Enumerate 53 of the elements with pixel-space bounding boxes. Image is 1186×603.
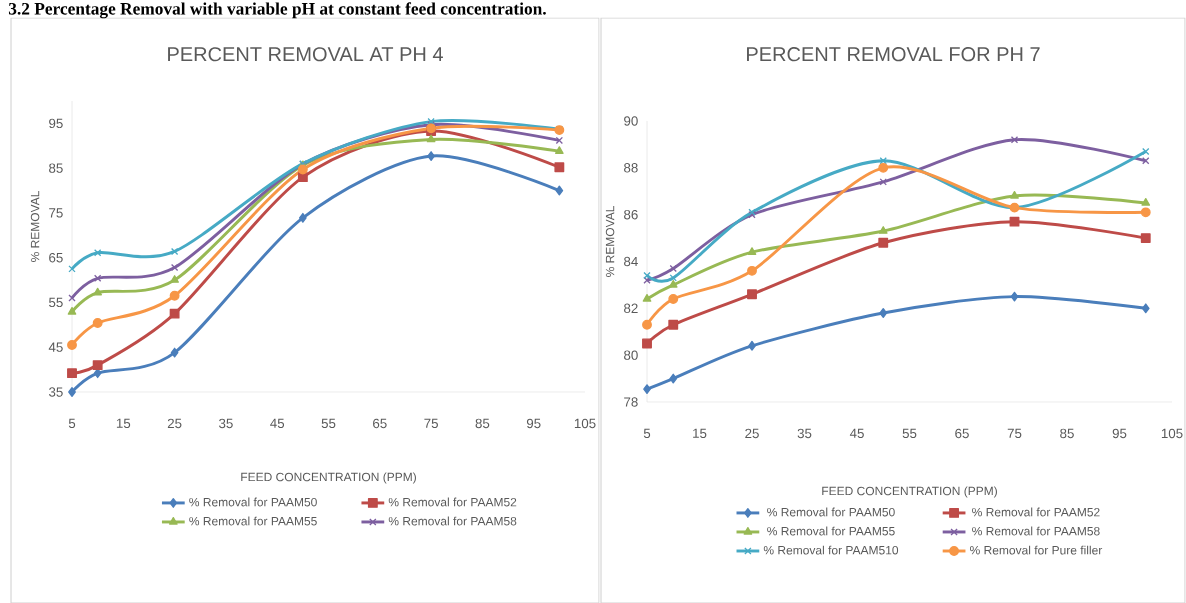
legend-label: % Removal for PAAM52 [388,497,517,507]
y-tick-label: 86 [624,209,638,220]
legend-label: % Removal for PAAM58 [972,526,1100,536]
x-tick-label: 45 [849,428,864,438]
legend-label: % Removal for PAAM50 [189,497,317,507]
x-tick-label: 105 [1161,428,1183,439]
x-tick-label: 65 [373,418,387,429]
x-tick-label: 95 [526,418,541,429]
y-tick-label: 65 [49,252,63,263]
legend-label: % Removal for PAAM50 [767,507,895,517]
y-tick-label: 55 [49,297,63,308]
x-tick-label: 65 [955,428,969,439]
chart-title: PERCENT REMOVAL AT PH 4 [168,47,443,62]
y-tick-label: 75 [49,208,63,218]
x-tick-label: 85 [1060,428,1074,439]
x-tick-label: 5 [643,428,651,438]
x-tick-label: 55 [902,428,917,438]
x-tick-label: 35 [218,418,233,429]
text: 3.2 Percentage Removal with variable pH at constant feed concentration. [8,2,546,19]
y-tick-label: 84 [624,256,638,267]
x-tick-label: 15 [693,428,707,438]
y-axis-title: % REMOVAL [605,205,615,277]
x-tick-label: 25 [745,428,759,439]
legend-label: % Removal for PAAM55 [189,516,317,526]
legend-label: % Removal for Pure filler [970,545,1103,555]
x-axis-title: FEED CONCENTRATION (PPM) [822,486,997,498]
y-tick-label: 35 [48,387,63,397]
y-tick-label: 95 [49,118,63,129]
x-tick-label: 85 [475,418,490,429]
y-tick-label: 82 [624,303,638,314]
x-tick-label: 55 [321,418,336,428]
x-axis-title: FEED CONCENTRATION (PPM) [241,472,416,484]
x-tick-label: 35 [797,428,812,439]
legend-label: % Removal for PAAM58 [388,516,517,526]
x-tick-label: 105 [574,418,596,429]
y-tick-label: 78 [624,397,638,407]
legend-label: % Removal for PAAM55 [767,526,895,536]
y-tick-label: 80 [624,350,638,360]
x-tick-label: 95 [1112,428,1127,439]
y-tick-label: 90 [624,116,638,126]
y-tick-label: 45 [48,342,63,352]
x-tick-label: 45 [270,418,285,428]
x-tick-label: 75 [1007,428,1022,438]
x-tick-label: 75 [424,418,438,428]
y-tick-label: 88 [624,163,638,173]
x-tick-label: 25 [167,418,182,429]
chart-title: PERCENT REMOVAL FOR PH 7 [747,47,1040,62]
legend-label: % Removal for PAAM52 [972,507,1100,517]
x-tick-label: 15 [116,418,131,428]
x-tick-label: 5 [68,418,76,428]
legend-label: % Removal for PAAM510 [763,545,899,555]
y-axis-title: % REMOVAL [30,191,40,262]
y-tick-label: 85 [49,163,63,173]
